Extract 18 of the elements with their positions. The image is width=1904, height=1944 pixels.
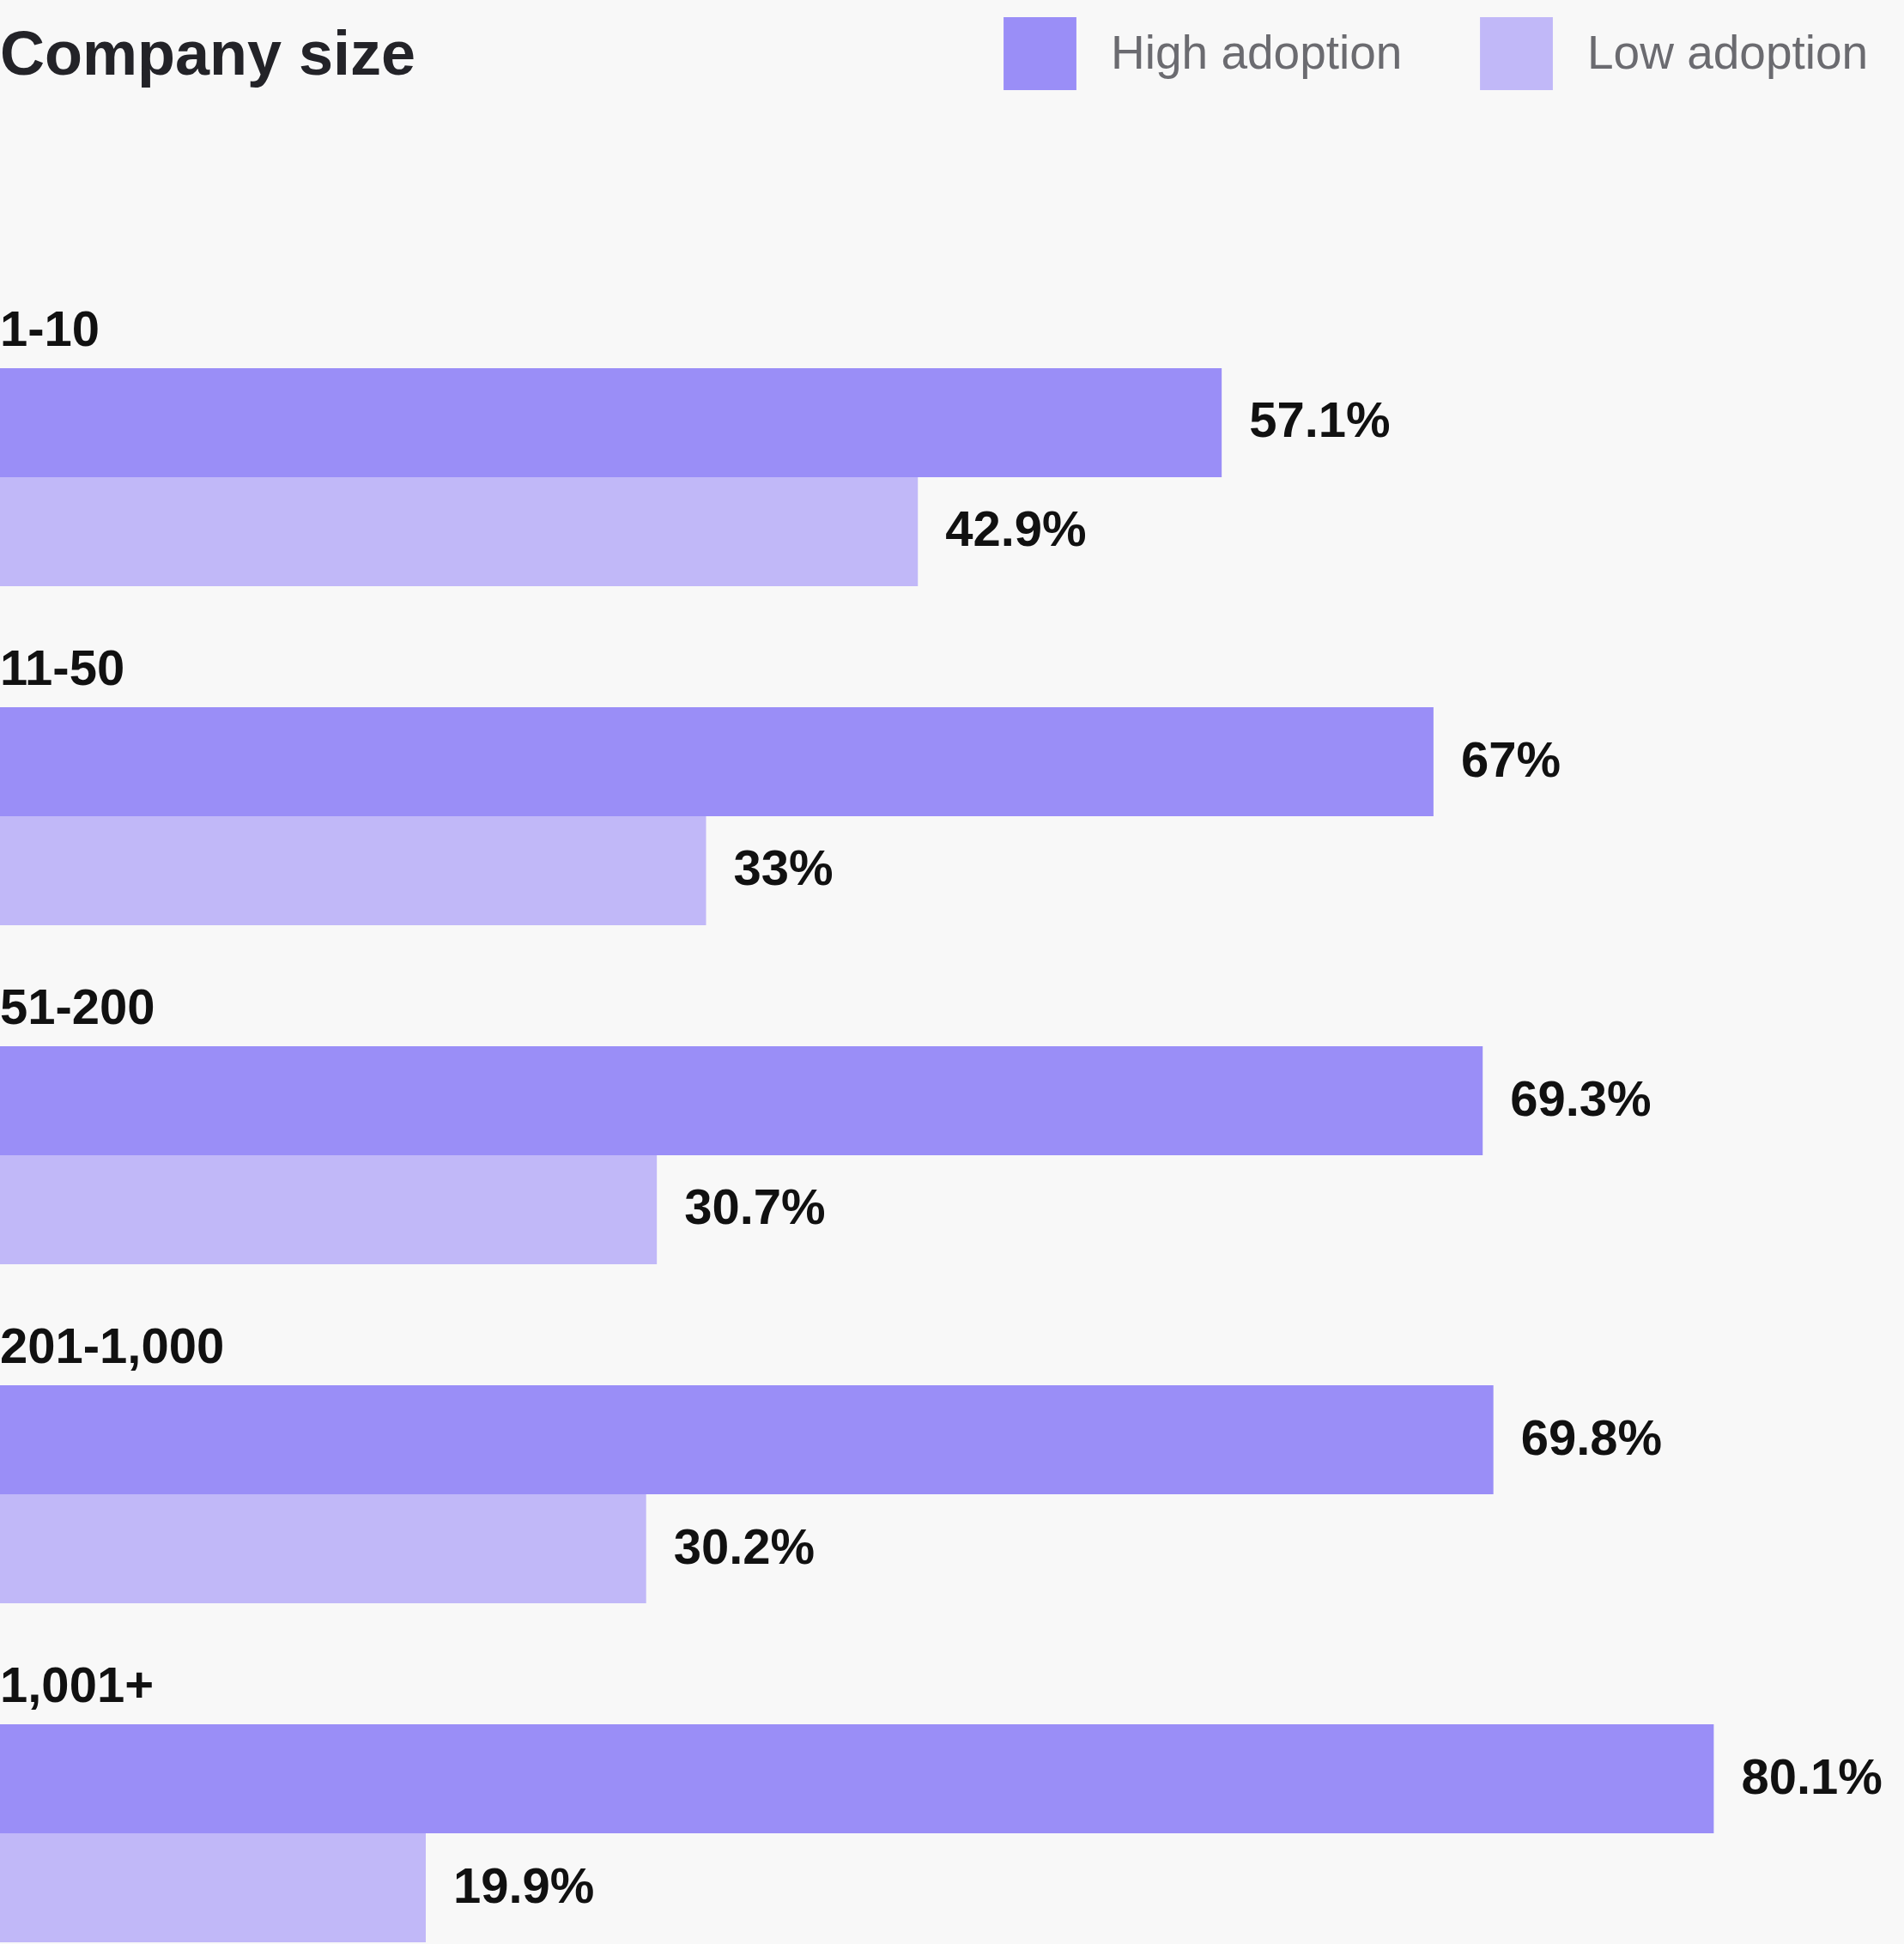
data-label: 33% [733,839,834,896]
data-label: 57.1% [1249,391,1391,448]
chart-title: Company size [0,19,416,88]
y-tick-label: 51-200 [0,978,155,1035]
data-label: 69.8% [1520,1408,1663,1465]
legend-label: High adoption [1111,25,1403,79]
y-tick-label: 201-1,000 [0,1317,225,1374]
data-label: 19.9% [452,1856,595,1913]
data-label: 30.7% [684,1178,826,1235]
data-label: 67% [1460,730,1561,787]
y-tick-label: 1,001+ [0,1656,155,1713]
data-label: 80.1% [1741,1747,1883,1804]
data-label: 30.2% [673,1517,816,1574]
y-tick-label: 11-50 [0,639,125,695]
y-tick-label: 1-10 [0,300,100,356]
legend-label: Low adoption [1587,25,1869,79]
data-label: 42.9% [945,500,1087,557]
data-label: 69.3% [1510,1069,1652,1126]
